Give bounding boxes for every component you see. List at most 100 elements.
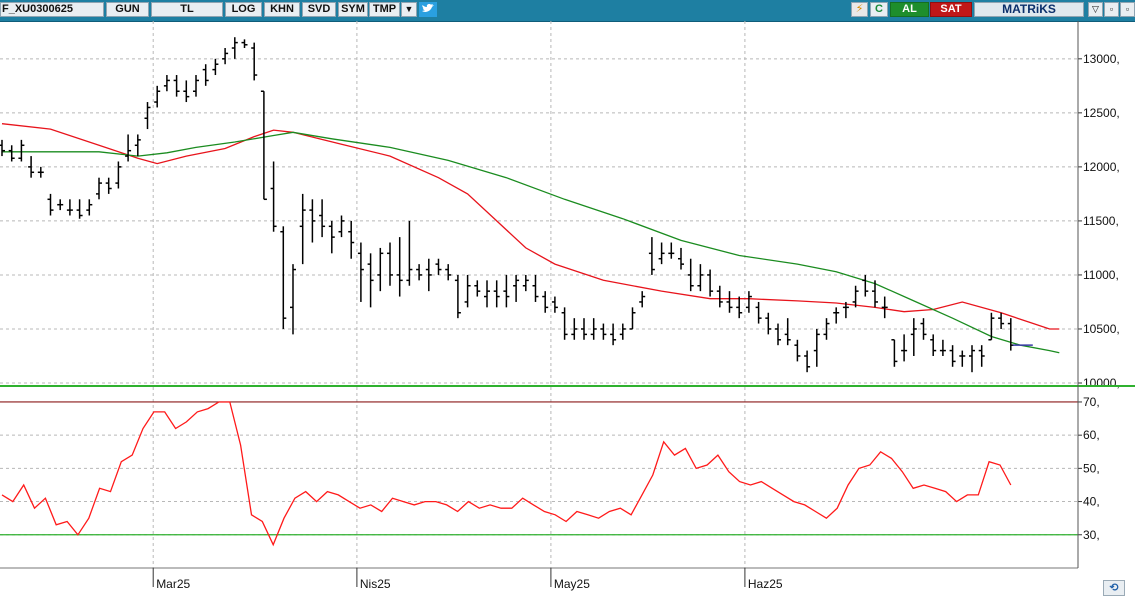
ohlc-bar: [969, 345, 975, 373]
ohlc-bar: [367, 253, 374, 308]
ohlc-bar: [105, 177, 112, 194]
ma_long-line: [2, 131, 1060, 354]
price-tick-label: 11500,: [1083, 214, 1119, 228]
ohlc-bar: [862, 274, 869, 297]
rsi-line: [1, 401, 1012, 547]
ohlc-bar: [745, 291, 752, 313]
period-button[interactable]: GUN: [106, 2, 149, 17]
ohlc-bar: [755, 301, 762, 324]
ohlc-bar: [833, 307, 840, 324]
ohlc-bar: [988, 312, 995, 341]
sym-button[interactable]: SYM: [338, 2, 368, 17]
svd-button[interactable]: SVD: [302, 2, 336, 17]
refresh-button[interactable]: C: [870, 2, 888, 17]
price-tick-label: 12000,: [1083, 160, 1120, 174]
buy-button[interactable]: AL: [890, 2, 929, 17]
ohlc-bar: [930, 334, 937, 356]
ohlc-bar: [639, 291, 646, 308]
ohlc-bar: [474, 280, 481, 297]
ohlc-bar: [18, 139, 25, 162]
ohlc-bar: [57, 199, 64, 211]
ohlc-bar: [697, 264, 704, 292]
ohlc-bar: [241, 39, 248, 49]
ohlc-bar: [37, 166, 44, 178]
ohlc-bar: [658, 242, 665, 265]
ohlc-bar: [532, 274, 539, 302]
minimize-button[interactable]: ▽: [1088, 2, 1103, 17]
ohlc-bar: [522, 274, 529, 292]
price-tick-label: 10000,: [1083, 376, 1120, 390]
ohlc-bar: [435, 258, 442, 275]
ohlc-bar: [338, 215, 345, 238]
ohlc-bar: [872, 280, 878, 308]
ohlc-bar: [96, 177, 102, 200]
ohlc-bar: [852, 285, 859, 308]
ohlc-bar: [619, 323, 626, 340]
ohlc-bar: [503, 274, 510, 308]
ohlc-bar: [154, 85, 161, 108]
toolbar: F_XU0300625 GUN TL LOG KHN SVD SYM TMP ▼…: [0, 0, 1135, 22]
ohlc-bar: [610, 323, 617, 346]
restore-button[interactable]: ▫: [1104, 2, 1119, 17]
ohlc-bar: [328, 220, 335, 254]
rsi-tick-label: 50,: [1083, 461, 1100, 475]
ohlc-bar: [949, 345, 956, 367]
sync-icon[interactable]: ⟲: [1103, 580, 1125, 596]
ohlc-bar: [571, 318, 578, 340]
ohlc-bar: [551, 296, 558, 313]
bird-icon[interactable]: [419, 2, 437, 17]
ohlc-bar: [939, 339, 946, 356]
log-button[interactable]: LOG: [225, 2, 262, 17]
ohlc-bar: [0, 139, 5, 157]
price-bars: [0, 37, 1033, 373]
ohlc-bar: [765, 312, 772, 335]
ohlc-bar: [299, 193, 306, 265]
ohlc-bar: [590, 318, 597, 340]
ohlc-bar: [678, 247, 684, 270]
currency-button[interactable]: TL: [151, 2, 223, 17]
ohlc-bar: [978, 345, 985, 367]
ohlc-bar: [464, 274, 471, 308]
ohlc-bar: [668, 242, 675, 259]
ohlc-bar: [910, 318, 917, 356]
ohlc-bar: [425, 258, 432, 292]
ohlc-bar: [319, 199, 326, 238]
ohlc-bar: [28, 156, 35, 178]
khn-button[interactable]: KHN: [264, 2, 300, 17]
ohlc-bar: [290, 264, 296, 335]
ohlc-bar: [881, 296, 888, 319]
ohlc-bar: [387, 242, 393, 286]
date-tick-label: Haz25: [748, 577, 783, 591]
ohlc-bar: [377, 247, 384, 292]
ohlc-bar: [493, 280, 500, 308]
symbol-field[interactable]: F_XU0300625: [0, 2, 104, 17]
ohlc-bar: [716, 285, 723, 308]
ohlc-bar: [542, 291, 549, 313]
tmp-button[interactable]: TMP: [369, 2, 400, 17]
bird-glyph: [422, 3, 434, 12]
maximize-button[interactable]: ▫: [1120, 2, 1135, 17]
ohlc-bar: [484, 280, 490, 308]
date-tick-label: Nis25: [360, 577, 391, 591]
ohlc-bar: [920, 318, 927, 340]
sell-button[interactable]: SAT: [930, 2, 972, 17]
price-axis: 13000, 12500, 12000, 11500, 11000, 10500, 1000…: [1078, 52, 1120, 390]
ma_short-line: [1, 123, 1060, 330]
ohlc-bar: [270, 161, 277, 232]
ohlc-bar: [125, 134, 132, 162]
rsi-tick-label: 30,: [1083, 528, 1100, 542]
ohlc-bar: [76, 199, 83, 219]
ohlc-bar: [134, 134, 141, 157]
brand-logo: MATRiKS: [974, 2, 1084, 17]
ohlc-bar: [115, 161, 122, 189]
ohlc-bar: [260, 90, 267, 201]
ohlc-bar: [183, 80, 190, 103]
lightning-icon[interactable]: ⚡: [851, 2, 868, 17]
price-tick-label: 10500,: [1083, 322, 1120, 336]
price-grid: [0, 21, 1078, 568]
caret-down-icon[interactable]: ▼: [401, 2, 417, 17]
ohlc-bar: [416, 264, 423, 281]
ohlc-bar: [8, 145, 15, 162]
ohlc-bar: [581, 318, 587, 340]
ohlc-bar: [561, 307, 568, 340]
